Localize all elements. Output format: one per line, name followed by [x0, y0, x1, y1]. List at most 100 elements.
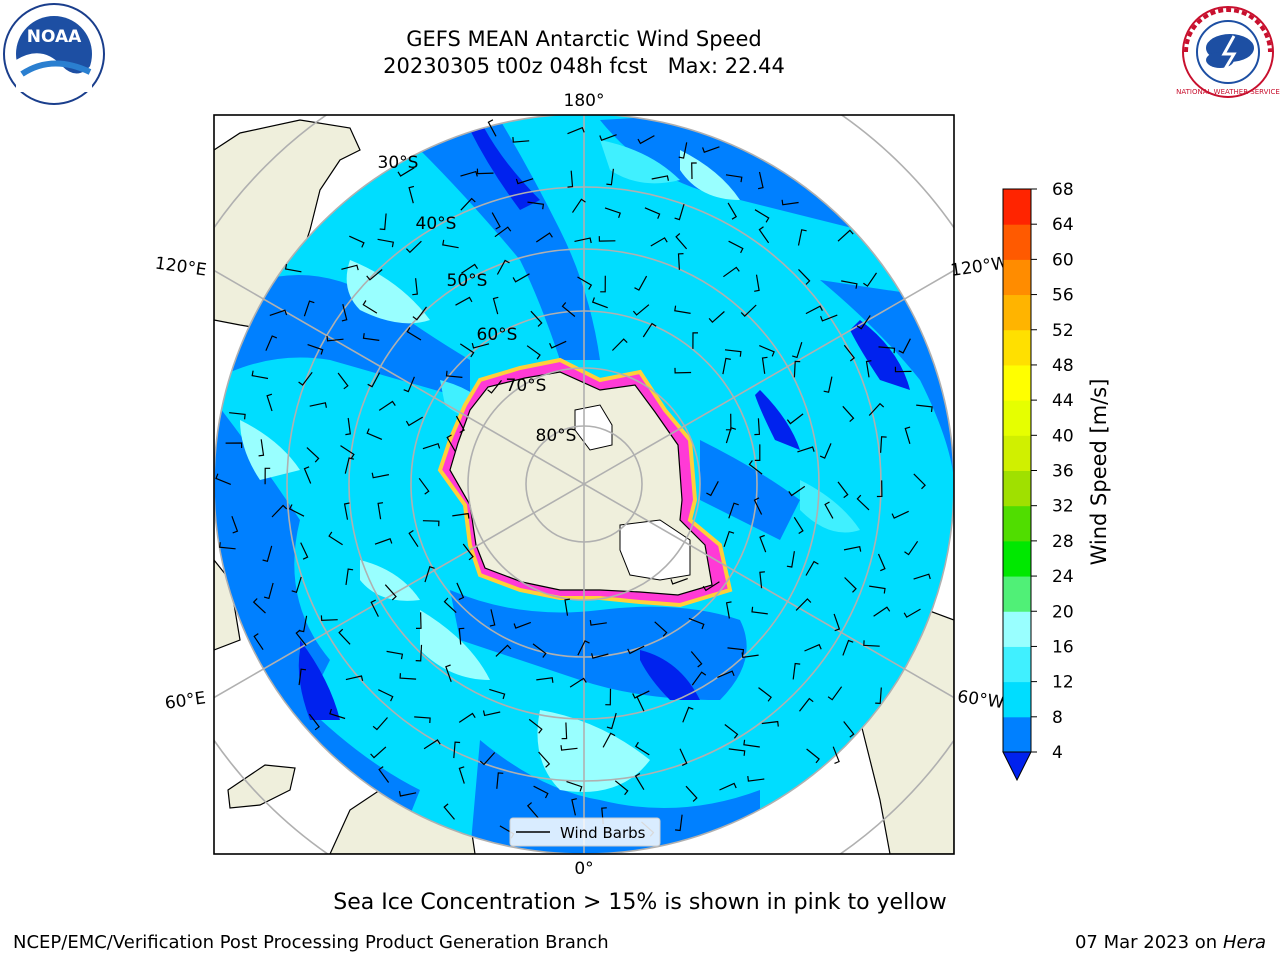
wind-barb — [298, 371, 313, 386]
wind-barb — [462, 543, 474, 561]
colorbar-segment — [1003, 540, 1031, 577]
wind-barb — [753, 497, 763, 515]
wind-barb — [408, 185, 415, 204]
wind-barb — [308, 713, 320, 731]
wind-barb — [487, 119, 497, 137]
wind-barb — [674, 305, 691, 314]
footer-date-text: 07 Mar 2023 on — [1074, 932, 1218, 953]
svg-text:NATIONAL WEATHER SERVICE: NATIONAL WEATHER SERVICE — [1176, 88, 1280, 96]
wind-barb — [747, 776, 765, 782]
wind-barb — [414, 716, 431, 724]
wind-barb — [303, 300, 315, 317]
colorbar-segment — [1003, 646, 1031, 683]
wind-barb — [403, 376, 415, 393]
wind-barb — [728, 748, 746, 756]
wind-barb — [728, 502, 739, 519]
wind-barb — [702, 581, 720, 592]
wind-barb — [876, 480, 883, 498]
wind-barb — [564, 598, 570, 616]
wind-barb — [878, 346, 896, 354]
wind-barb — [533, 785, 549, 799]
wind-barb — [377, 238, 394, 248]
wind-barb — [759, 534, 767, 553]
wind-barb — [422, 442, 441, 450]
wind-barb — [406, 327, 422, 341]
wind-barb — [805, 560, 819, 576]
wind-barb — [398, 790, 417, 797]
wind-barb — [458, 627, 465, 645]
wind-barb — [913, 473, 926, 490]
wind-barb — [725, 427, 737, 444]
wind-barb — [873, 606, 891, 617]
wind-barb — [797, 229, 807, 246]
wind-barb — [598, 236, 616, 242]
wind-barb — [674, 204, 685, 221]
wind-barb — [788, 485, 806, 497]
wind-barb — [567, 126, 585, 135]
wind-barb — [679, 748, 688, 766]
wind-barb — [496, 772, 504, 789]
legend-label: Wind Barbs — [560, 824, 646, 842]
lat-label-30s: 30°S — [378, 153, 419, 173]
wind-barb — [379, 213, 387, 231]
wind-barb — [459, 343, 475, 358]
wind-barb — [799, 697, 814, 712]
lon-label-0: 0° — [574, 859, 593, 879]
colorbar-segment — [1003, 189, 1031, 225]
colorbar-tick-label: 16 — [1052, 637, 1074, 657]
lat-label-50s: 50°S — [447, 271, 488, 291]
wind-barb — [675, 814, 683, 832]
wind-barb — [741, 652, 759, 658]
wind-barb — [320, 615, 338, 622]
wind-barb — [627, 645, 645, 655]
wind-barb — [341, 264, 359, 271]
colorbar-tick-label: 4 — [1052, 743, 1063, 763]
footer-credit: NCEP/EMC/Verification Post Processing Pr… — [13, 932, 609, 953]
wind-barb — [604, 207, 621, 218]
wind-barb — [706, 481, 719, 497]
wind-barb — [759, 345, 775, 357]
wind-barb — [863, 272, 877, 287]
wind-barb — [535, 232, 553, 243]
wind-barb — [792, 342, 803, 359]
wind-barb — [751, 606, 768, 615]
wind-barb — [399, 673, 417, 680]
wind-barb — [328, 531, 343, 546]
wind-barb — [754, 274, 760, 292]
colorbar-segment — [1003, 611, 1031, 647]
wind-barb — [460, 170, 478, 177]
wind-barb — [349, 235, 365, 248]
wind-barb — [723, 266, 740, 278]
wind-barb — [263, 582, 274, 600]
wind-barb — [614, 780, 629, 796]
wind-barb — [476, 168, 494, 175]
wind-barb — [397, 167, 415, 177]
wind-barb — [717, 670, 735, 678]
wind-barb — [423, 739, 441, 750]
wind-barb — [258, 439, 265, 457]
wind-barb — [916, 404, 933, 412]
wind-barb — [798, 268, 811, 285]
wind-barb — [877, 553, 886, 572]
wind-barb — [303, 466, 312, 484]
wind-barb — [370, 746, 387, 759]
wind-barbs — [215, 119, 933, 839]
wind-barb — [251, 370, 269, 380]
wind-barb — [306, 447, 320, 463]
wind-barb — [632, 690, 650, 699]
wind-barb — [378, 400, 396, 411]
wind-barb — [284, 263, 302, 273]
wind-barb — [408, 530, 419, 548]
wind-barb — [903, 608, 921, 618]
colorbar-extend-arrow — [1002, 751, 1032, 782]
wind-barb — [460, 197, 476, 211]
wind-barb — [479, 752, 496, 766]
wind-barb — [833, 613, 841, 632]
wind-barb — [443, 597, 457, 614]
wind-barb — [868, 402, 885, 416]
wind-barb — [820, 314, 838, 322]
lon-label-60w: 60°W — [956, 687, 1005, 713]
colorbar-segment — [1003, 224, 1031, 260]
